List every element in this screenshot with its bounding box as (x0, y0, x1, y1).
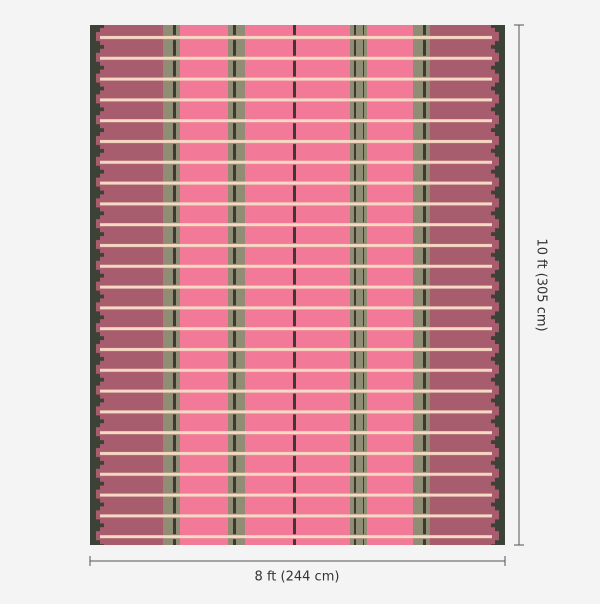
height-dimension (514, 24, 524, 546)
rug-right-border (491, 25, 505, 545)
rug-ticks (231, 25, 241, 545)
rug-ticks (416, 25, 426, 545)
rug (90, 25, 505, 545)
width-label: 8 ft (244 cm) (255, 570, 340, 585)
rug-ticks (167, 25, 177, 545)
rug-ticks (292, 25, 302, 545)
height-label: 10 ft (305 cm) (534, 238, 549, 331)
rug-ticks (354, 25, 364, 545)
width-dimension (89, 556, 506, 566)
